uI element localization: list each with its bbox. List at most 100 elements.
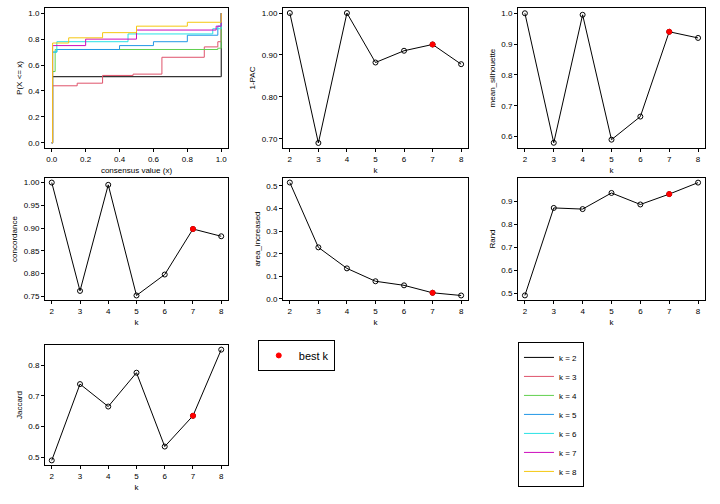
svg-text:6: 6	[402, 155, 407, 164]
svg-text:0.2: 0.2	[80, 155, 92, 164]
svg-text:6: 6	[402, 307, 407, 316]
svg-text:1-PAC: 1-PAC	[248, 66, 257, 89]
svg-text:5: 5	[373, 155, 378, 164]
svg-text:8: 8	[219, 472, 224, 481]
svg-text:0.7: 0.7	[501, 102, 513, 111]
svg-text:0.5: 0.5	[501, 289, 513, 298]
svg-text:0.1: 0.1	[266, 272, 278, 281]
svg-text:7: 7	[430, 307, 435, 316]
svg-text:1.00: 1.00	[24, 178, 40, 187]
svg-text:mean_silhouette: mean_silhouette	[488, 48, 497, 107]
svg-text:0.70: 0.70	[262, 135, 278, 144]
svg-text:concordance: concordance	[10, 216, 19, 262]
svg-text:0.3: 0.3	[266, 227, 278, 236]
svg-text:0.0: 0.0	[28, 139, 40, 148]
svg-text:4: 4	[106, 307, 111, 316]
svg-text:k: k	[134, 318, 139, 327]
svg-text:0.2: 0.2	[266, 249, 278, 258]
svg-text:0.5: 0.5	[266, 182, 278, 191]
svg-text:1.0: 1.0	[501, 9, 513, 18]
svg-text:0.4: 0.4	[28, 87, 40, 96]
svg-text:6: 6	[638, 307, 643, 316]
svg-text:0.6: 0.6	[501, 132, 513, 141]
svg-text:0.4: 0.4	[114, 155, 126, 164]
svg-text:k = 5: k = 5	[559, 411, 577, 420]
svg-text:0.0: 0.0	[46, 155, 58, 164]
svg-text:0.4: 0.4	[266, 204, 278, 213]
svg-text:7: 7	[667, 155, 672, 164]
svg-text:8: 8	[459, 155, 464, 164]
svg-text:0.90: 0.90	[24, 224, 40, 233]
svg-text:4: 4	[345, 155, 350, 164]
svg-text:7: 7	[191, 307, 196, 316]
svg-text:0.8: 0.8	[501, 220, 513, 229]
svg-text:P(X <= x): P(X <= x)	[15, 61, 24, 95]
svg-text:3: 3	[552, 307, 557, 316]
svg-text:0.6: 0.6	[28, 61, 40, 70]
svg-text:4: 4	[106, 472, 111, 481]
svg-text:Jaccard: Jaccard	[15, 391, 24, 419]
svg-text:2: 2	[50, 472, 55, 481]
svg-text:0.9: 0.9	[501, 197, 513, 206]
svg-text:k = 2: k = 2	[559, 354, 577, 363]
svg-text:3: 3	[78, 472, 83, 481]
svg-text:0.7: 0.7	[501, 243, 513, 252]
svg-text:1.00: 1.00	[262, 9, 278, 18]
svg-text:5: 5	[134, 472, 139, 481]
svg-text:0.8: 0.8	[182, 155, 194, 164]
svg-text:consensus value (x): consensus value (x)	[101, 166, 172, 175]
svg-text:k: k	[373, 318, 378, 327]
svg-text:k = 4: k = 4	[559, 392, 577, 401]
svg-text:2: 2	[288, 307, 293, 316]
svg-text:5: 5	[609, 307, 614, 316]
svg-text:2: 2	[523, 307, 528, 316]
svg-text:0.75: 0.75	[24, 292, 40, 301]
svg-text:0.85: 0.85	[24, 247, 40, 256]
svg-text:k: k	[609, 318, 614, 327]
svg-text:8: 8	[696, 155, 701, 164]
svg-text:k: k	[373, 166, 378, 175]
svg-text:0.9: 0.9	[501, 40, 513, 49]
svg-text:1.0: 1.0	[28, 9, 40, 18]
svg-text:0.8: 0.8	[28, 35, 40, 44]
svg-text:0.6: 0.6	[501, 266, 513, 275]
svg-text:k: k	[134, 483, 139, 492]
svg-text:8: 8	[219, 307, 224, 316]
svg-text:6: 6	[638, 155, 643, 164]
svg-text:0.8: 0.8	[28, 361, 40, 370]
svg-text:0.80: 0.80	[262, 93, 278, 102]
svg-text:k = 8: k = 8	[559, 468, 577, 477]
svg-text:4: 4	[345, 307, 350, 316]
svg-text:3: 3	[552, 155, 557, 164]
svg-text:3: 3	[316, 307, 321, 316]
svg-text:k = 3: k = 3	[559, 373, 577, 382]
svg-text:6: 6	[163, 307, 168, 316]
svg-text:Rand: Rand	[488, 229, 497, 248]
svg-text:area_increased: area_increased	[253, 211, 262, 266]
svg-text:0.6: 0.6	[28, 422, 40, 431]
svg-text:0.5: 0.5	[28, 453, 40, 462]
svg-text:0.80: 0.80	[24, 269, 40, 278]
svg-text:3: 3	[316, 155, 321, 164]
svg-text:0.90: 0.90	[262, 51, 278, 60]
svg-text:4: 4	[580, 307, 585, 316]
svg-text:7: 7	[191, 472, 196, 481]
svg-text:0.95: 0.95	[24, 201, 40, 210]
svg-text:7: 7	[667, 307, 672, 316]
svg-text:5: 5	[609, 155, 614, 164]
svg-text:0.6: 0.6	[148, 155, 160, 164]
svg-text:2: 2	[288, 155, 293, 164]
svg-text:0.8: 0.8	[501, 71, 513, 80]
svg-text:k = 7: k = 7	[559, 449, 577, 458]
svg-text:1.0: 1.0	[216, 155, 228, 164]
svg-text:8: 8	[459, 307, 464, 316]
svg-text:best k: best k	[299, 350, 329, 362]
svg-text:k = 6: k = 6	[559, 430, 577, 439]
svg-text:6: 6	[163, 472, 168, 481]
svg-text:5: 5	[134, 307, 139, 316]
svg-text:3: 3	[78, 307, 83, 316]
svg-text:0.7: 0.7	[28, 392, 40, 401]
svg-text:4: 4	[580, 155, 585, 164]
svg-text:5: 5	[373, 307, 378, 316]
svg-text:k: k	[609, 166, 614, 175]
